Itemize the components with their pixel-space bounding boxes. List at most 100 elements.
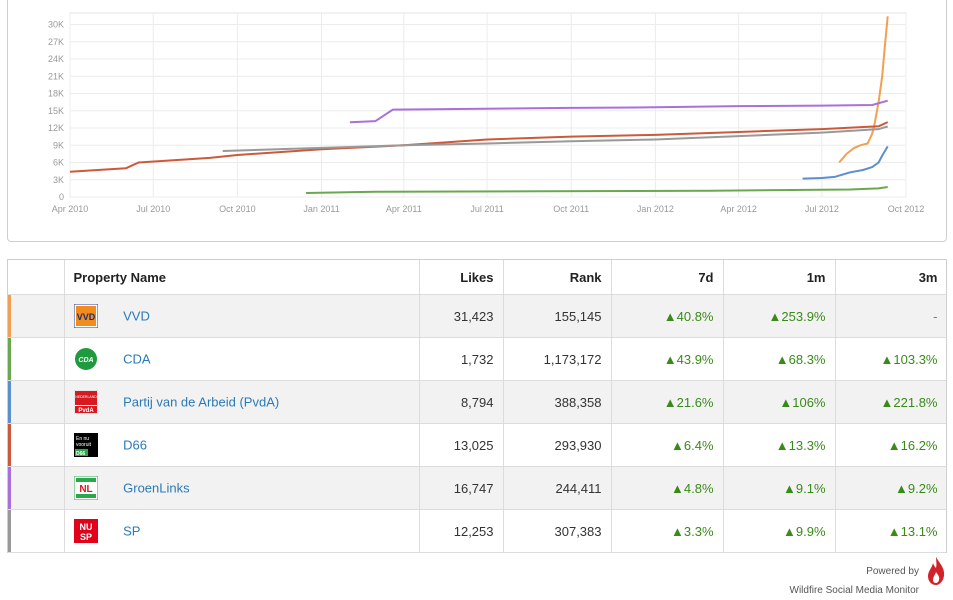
likes-header[interactable]: Likes <box>419 260 504 295</box>
series-color-cell <box>8 380 65 424</box>
vvd-logo-text: VVD <box>76 312 95 322</box>
series-color-cell <box>8 509 65 553</box>
property-link-cda[interactable]: CDA <box>123 351 151 367</box>
sp-logo: NU SP <box>73 519 98 543</box>
y-tick-label: 9K <box>53 140 64 150</box>
color-column-header <box>8 260 65 295</box>
properties-table: Property Name Likes Rank 7d 1m 3m VVD <box>8 260 946 553</box>
x-tick-label: Oct 2011 <box>553 204 589 214</box>
property-name-cell: NL GroenLinks <box>64 466 420 510</box>
property-link-pvda[interactable]: Partij van de Arbeid (PvdA) <box>123 394 280 410</box>
change-3m-cell: ▲13.1% <box>835 509 946 553</box>
properties-table-panel: Property Name Likes Rank 7d 1m 3m VVD <box>7 259 947 553</box>
change-3m-cell: ▲9.2% <box>835 466 946 510</box>
rank-cell: 388,358 <box>503 380 612 424</box>
series-line-partij-van-de-arbeid-pvda- <box>802 145 889 180</box>
x-tick-label: Apr 2010 <box>52 204 89 214</box>
x-tick-label: Jan 2011 <box>303 204 339 214</box>
series-color-bar <box>8 295 11 337</box>
change-7d-cell: ▲4.8% <box>611 466 724 510</box>
change-7d-cell: ▲21.6% <box>611 380 724 424</box>
sp-logo-text: SP <box>79 532 91 542</box>
series-color-cell <box>8 423 65 467</box>
y-tick-label: 3K <box>53 175 64 185</box>
table-header-row: Property Name Likes Rank 7d 1m 3m <box>8 260 946 295</box>
property-link-d66[interactable]: D66 <box>123 437 147 453</box>
powered-by-text: Powered by <box>866 566 919 577</box>
x-tick-label: Oct 2012 <box>888 204 925 214</box>
d66-logo-mid-text: vooruit <box>76 442 92 448</box>
change-1m-cell: ▲9.9% <box>723 509 836 553</box>
sp-logo-top-text: NU <box>79 522 92 532</box>
change-7d-cell: ▲40.8% <box>611 294 724 338</box>
rank-header[interactable]: Rank <box>503 260 612 295</box>
rank-cell: 1,173,172 <box>503 337 612 381</box>
series-line-sp <box>222 125 888 152</box>
change-3m-cell: ▲221.8% <box>835 380 946 424</box>
d66-logo: En nu vooruit D66 <box>73 433 98 457</box>
y-tick-label: 18K <box>48 89 64 99</box>
rank-cell: 244,411 <box>503 466 612 510</box>
pvda-logo: NEDERLAND PvdA <box>73 390 98 414</box>
chart-panel: Apr 2010 Jul 2010 Oct 2010 Jan 2011 Apr 2011… <box>7 0 947 242</box>
property-name-cell: CDA CDA <box>64 337 420 381</box>
y-tick-label: 0 <box>59 192 64 202</box>
y-tick-label: 15K <box>48 106 64 116</box>
series-color-cell <box>8 466 65 510</box>
cda-logo: CDA <box>73 347 98 371</box>
x-tick-label: Apr 2012 <box>720 204 757 214</box>
property-link-groenlinks[interactable]: GroenLinks <box>123 480 190 496</box>
property-link-vvd[interactable]: VVD <box>123 308 150 324</box>
change-1m-cell: ▲253.9% <box>723 294 836 338</box>
property-name-header[interactable]: Property Name <box>64 260 420 295</box>
series-color-cell <box>8 337 65 381</box>
d66-logo-text: D66 <box>76 451 85 457</box>
change-3m-cell: - <box>835 294 946 338</box>
rank-cell: 307,383 <box>503 509 612 553</box>
d66-logo-top-text: En nu <box>76 436 89 442</box>
y-tick-label: 6K <box>53 158 64 168</box>
series-line-vvd <box>838 16 889 164</box>
y-tick-label: 12K <box>48 123 64 133</box>
change-7d-cell: ▲3.3% <box>611 509 724 553</box>
change-7d-cell: ▲43.9% <box>611 337 724 381</box>
change-1m-cell: ▲68.3% <box>723 337 836 381</box>
groenlinks-logo: NL <box>73 476 98 500</box>
change-3m-cell: ▲103.3% <box>835 337 946 381</box>
product-name[interactable]: Wildfire Social Media Monitor <box>789 585 920 596</box>
x-tick-label: Jul 2011 <box>470 204 503 214</box>
likes-line-chart: Apr 2010 Jul 2010 Oct 2010 Jan 2011 Apr 2011… <box>48 12 925 214</box>
property-name-cell: En nu vooruit D66 D66 <box>64 423 420 467</box>
series-color-bar <box>8 510 11 552</box>
rank-cell: 293,930 <box>503 423 612 467</box>
table-row: VVD VVD 31,423 155,145 ▲40.8% ▲253.9% - <box>8 294 946 338</box>
3m-header[interactable]: 3m <box>835 260 946 295</box>
likes-cell: 31,423 <box>419 294 504 338</box>
table-row: CDA CDA 1,732 1,173,172 ▲43.9% ▲68.3% ▲1… <box>8 337 946 381</box>
change-3m-cell: ▲16.2% <box>835 423 946 467</box>
likes-cell: 1,732 <box>419 337 504 381</box>
table-row: NU SP SP 12,253 307,383 ▲3.3% ▲9.9% ▲13.… <box>8 509 946 553</box>
property-name-cell: NEDERLAND PvdA Partij van de Arbeid (Pvd… <box>64 380 420 424</box>
x-tick-label: Jan 2012 <box>637 204 674 214</box>
property-name-cell: VVD VVD <box>64 294 420 338</box>
series-color-bar <box>8 467 11 509</box>
rank-cell: 155,145 <box>503 294 612 338</box>
series-color-bar <box>8 424 11 466</box>
pvda-logo-text: PvdA <box>78 408 94 414</box>
y-tick-label: 24K <box>48 54 64 64</box>
1m-header[interactable]: 1m <box>723 260 836 295</box>
series-color-cell <box>8 294 65 338</box>
x-tick-label: Apr 2011 <box>386 204 422 214</box>
table-row: NL GroenLinks 16,747 244,411 ▲4.8% ▲9.1%… <box>8 466 946 510</box>
change-7d-cell: ▲6.4% <box>611 423 724 467</box>
x-tick-label: Jul 2012 <box>805 204 839 214</box>
likes-cell: 8,794 <box>419 380 504 424</box>
table-row: NEDERLAND PvdA Partij van de Arbeid (Pvd… <box>8 380 946 424</box>
7d-header[interactable]: 7d <box>611 260 724 295</box>
y-tick-label: 30K <box>48 20 64 30</box>
likes-cell: 12,253 <box>419 509 504 553</box>
change-1m-cell: ▲13.3% <box>723 423 836 467</box>
y-tick-label: 27K <box>48 37 64 47</box>
property-link-sp[interactable]: SP <box>123 523 141 539</box>
